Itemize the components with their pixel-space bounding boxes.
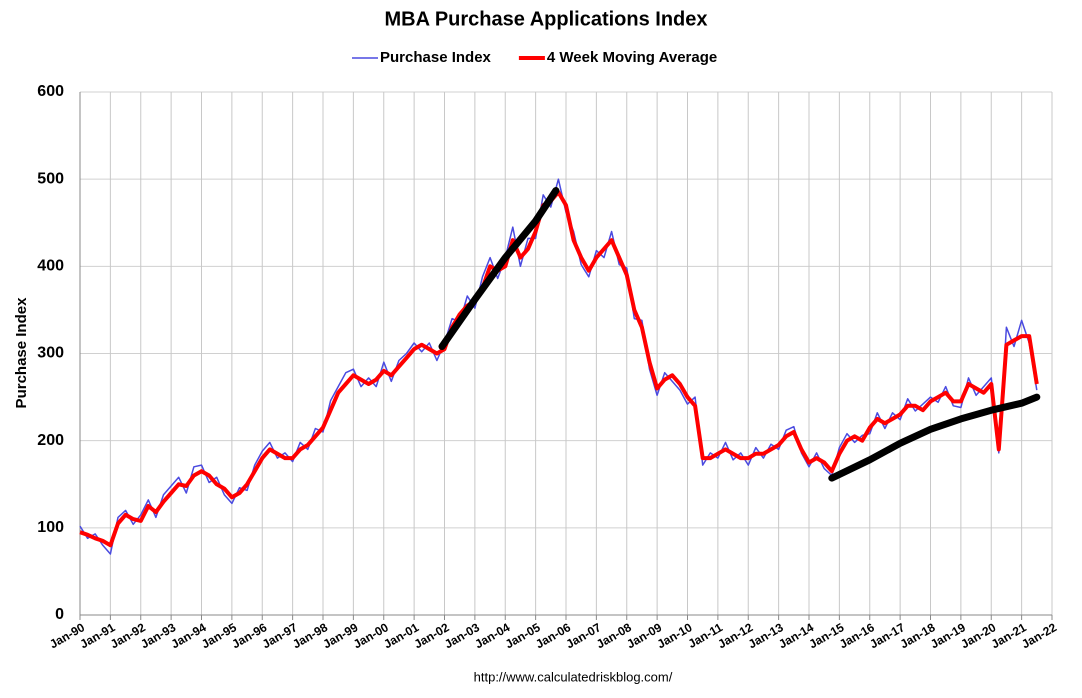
series-line bbox=[79, 178, 1038, 555]
y-tick-label: 400 bbox=[37, 258, 64, 275]
y-tick-label: 300 bbox=[37, 345, 64, 362]
y-tick-label: 100 bbox=[37, 519, 64, 536]
x-tick-label: Jan-10 bbox=[655, 620, 695, 651]
legend-label: 4 Week Moving Average bbox=[547, 49, 717, 66]
trend-line bbox=[438, 187, 560, 350]
trend-line bbox=[828, 393, 1041, 482]
y-tick-label: 600 bbox=[37, 83, 64, 100]
y-tick-label: 500 bbox=[37, 170, 64, 187]
legend-label: Purchase Index bbox=[380, 49, 492, 66]
y-tick-label: 0 bbox=[55, 606, 64, 623]
y-tick-label: 200 bbox=[37, 432, 64, 449]
y-axis-label: Purchase Index bbox=[13, 297, 30, 409]
chart-title: MBA Purchase Applications Index bbox=[384, 8, 707, 30]
source: http://www.calculatedriskblog.com/ bbox=[474, 669, 673, 684]
x-tick-label: Jan-22 bbox=[1019, 620, 1059, 651]
